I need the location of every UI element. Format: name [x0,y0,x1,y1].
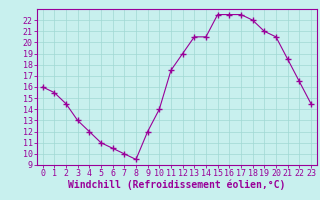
X-axis label: Windchill (Refroidissement éolien,°C): Windchill (Refroidissement éolien,°C) [68,180,285,190]
